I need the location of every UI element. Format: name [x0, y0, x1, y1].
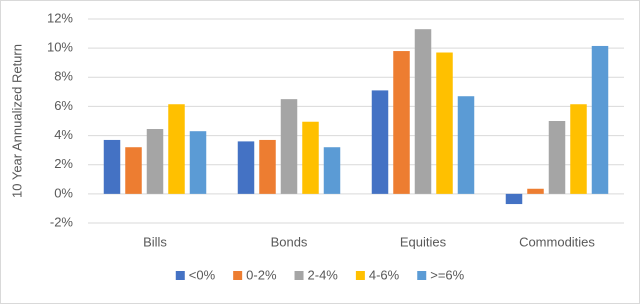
legend-swatch [294, 271, 304, 280]
bar [259, 139, 276, 194]
y-tick-label: -2% [50, 214, 74, 229]
bar [168, 104, 185, 194]
bar [414, 29, 432, 194]
bar [371, 90, 389, 194]
bar [125, 147, 142, 194]
y-tick-label: 6% [54, 98, 73, 113]
x-tick-label: Bonds [271, 234, 308, 249]
y-tick-label: 8% [54, 69, 73, 84]
bar [237, 141, 255, 194]
y-tick-label: 10% [47, 40, 73, 55]
bar [323, 147, 341, 194]
bar [302, 121, 319, 194]
y-tick-label: 0% [54, 185, 73, 200]
bar [189, 131, 207, 194]
legend-swatch [175, 271, 185, 280]
legend-swatch [355, 271, 365, 280]
legend-swatch [233, 271, 243, 280]
bar [505, 193, 523, 205]
bar [570, 104, 587, 194]
x-tick-label: Bills [143, 234, 167, 249]
y-tick-label: 4% [54, 127, 73, 142]
x-tick-label: Commodities [519, 234, 595, 249]
y-tick-label: 12% [47, 10, 73, 25]
y-axis-label: 10 Year Annualized Return [9, 44, 24, 198]
bar [103, 139, 121, 194]
legend-swatch [417, 271, 427, 280]
bar [591, 45, 609, 194]
legend-label: 4-6% [369, 267, 400, 282]
bar [527, 188, 544, 194]
y-tick-label: 2% [54, 156, 73, 171]
legend-label: <0% [189, 267, 216, 282]
bar [457, 96, 475, 194]
x-tick-label: Equities [400, 234, 447, 249]
bar [548, 121, 566, 194]
legend-label: 0-2% [246, 267, 277, 282]
bar [393, 51, 410, 194]
legend-label: 2-4% [308, 267, 339, 282]
legend-label: >=6% [430, 267, 464, 282]
bar [280, 99, 298, 194]
bar [146, 129, 164, 194]
bar [436, 52, 453, 194]
